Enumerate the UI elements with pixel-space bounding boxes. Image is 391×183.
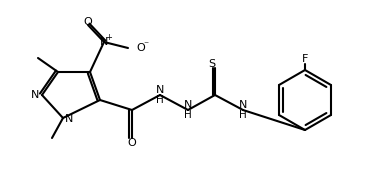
Text: S: S — [208, 59, 215, 69]
Text: O: O — [127, 138, 136, 148]
Text: N: N — [65, 114, 74, 124]
Text: +: + — [106, 33, 113, 42]
Text: N: N — [184, 100, 192, 110]
Text: H: H — [156, 95, 164, 105]
Text: H: H — [184, 110, 192, 120]
Text: N: N — [239, 100, 247, 110]
Text: F: F — [302, 54, 308, 64]
Text: ⁻: ⁻ — [143, 40, 148, 50]
Text: N: N — [30, 90, 39, 100]
Text: O: O — [136, 43, 145, 53]
Text: N: N — [156, 85, 164, 95]
Text: O: O — [84, 17, 92, 27]
Text: N: N — [100, 37, 108, 47]
Text: H: H — [239, 110, 247, 120]
